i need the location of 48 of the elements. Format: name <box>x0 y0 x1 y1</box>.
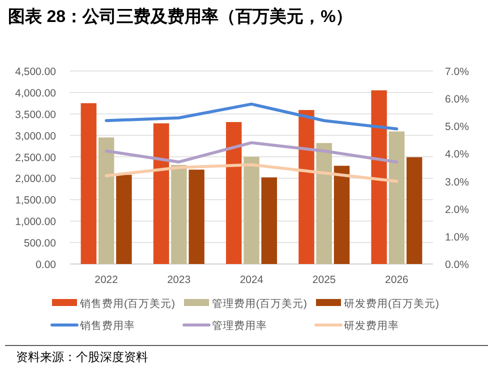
legend-label: 研发费用率 <box>344 319 399 332</box>
legend-label: 销售费用(百万美元) <box>79 297 175 310</box>
y-tick-label: 2,500.00 <box>15 152 56 164</box>
bar <box>98 137 114 264</box>
text: 资料来源：个股深度资料 <box>16 350 148 364</box>
bar <box>388 131 405 264</box>
line-series <box>104 102 398 130</box>
y2-tick-label: 7.0% <box>445 66 469 78</box>
bar <box>371 90 387 264</box>
y2-tick-label: 6.0% <box>445 94 469 106</box>
x-tick-label: 2026 <box>385 274 409 286</box>
x-tick-label: 2022 <box>94 274 118 286</box>
line-series <box>104 163 398 183</box>
bar <box>188 170 204 264</box>
bar <box>406 157 422 264</box>
y2-tick-label: 4.0% <box>445 148 469 161</box>
chart-title: 图表 28：公司三费及费用率（百万美元，%） <box>8 7 353 26</box>
bar <box>244 156 260 264</box>
y2-tick-label: 2.0% <box>445 204 469 216</box>
bar <box>334 166 350 264</box>
y2-tick-label: 5.0% <box>445 121 469 134</box>
bar <box>116 174 132 264</box>
bar <box>316 143 332 264</box>
y-tick-label: 3,000.00 <box>15 130 56 142</box>
y-tick-label: 500.00 <box>24 238 56 250</box>
x-tick-label: 2024 <box>240 274 264 286</box>
y2-tick-label: 1.0% <box>445 231 469 244</box>
legend-label: 研发费用(百万美元) <box>344 297 439 310</box>
legend-label: 管理费用(百万美元) <box>212 297 307 310</box>
x-tick-label: 2023 <box>167 274 191 286</box>
legend-label: 管理费用率 <box>212 319 267 332</box>
y-tick-label: 0.00 <box>36 259 56 271</box>
bar <box>298 110 314 264</box>
y-tick-label: 1,000.00 <box>15 216 56 228</box>
y2-tick-label: 0.0% <box>445 259 469 271</box>
y-tick-label: 2,000.00 <box>15 173 56 186</box>
bar <box>226 122 242 264</box>
y-tick-label: 4,500.00 <box>15 66 56 78</box>
bar <box>171 164 187 264</box>
bar <box>80 103 96 264</box>
x-tick-label: 2025 <box>312 274 336 286</box>
legend-label: 销售费用率 <box>79 319 135 332</box>
y-tick-label: 4,000.00 <box>15 87 56 100</box>
y-tick-label: 3,500.00 <box>15 108 56 121</box>
bar <box>153 123 170 264</box>
y-tick-label: 1,500.00 <box>15 194 56 207</box>
bar <box>261 177 277 264</box>
y2-tick-label: 3.0% <box>445 176 469 188</box>
